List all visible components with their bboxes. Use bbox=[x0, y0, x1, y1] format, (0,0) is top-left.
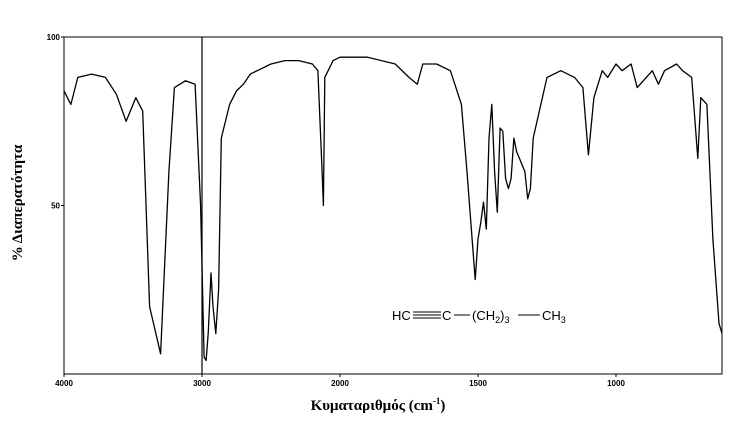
y-axis-ticks: 100 50 bbox=[47, 33, 64, 211]
x-tick-label: 3000 bbox=[193, 379, 211, 388]
y-tick-label: 100 bbox=[47, 33, 61, 42]
y-tick-label: 50 bbox=[51, 202, 60, 211]
spectrum-series bbox=[63, 56, 723, 362]
x-tick-label: 2000 bbox=[331, 379, 349, 388]
formula-hc: HC bbox=[392, 308, 411, 323]
formula-ch3: CH3 bbox=[542, 308, 566, 325]
x-tick-label: 1000 bbox=[607, 379, 625, 388]
x-tick-label: 1500 bbox=[469, 379, 487, 388]
molecule-structure-label: HC C (CH2)3 CH3 bbox=[392, 308, 566, 325]
formula-ch2-group: (CH2)3 bbox=[472, 308, 509, 325]
y-axis-title: % Διαπερατότητα bbox=[10, 144, 26, 261]
x-tick-label: 4000 bbox=[55, 379, 73, 388]
x-axis-title: Κυματαριθμός (cm-1) bbox=[311, 396, 446, 414]
formula-c: C bbox=[442, 308, 451, 323]
spectrum-line bbox=[63, 56, 723, 362]
plot-frame bbox=[63, 36, 723, 375]
x-axis-ticks: 4000 3000 2000 1500 1000 bbox=[55, 374, 625, 388]
